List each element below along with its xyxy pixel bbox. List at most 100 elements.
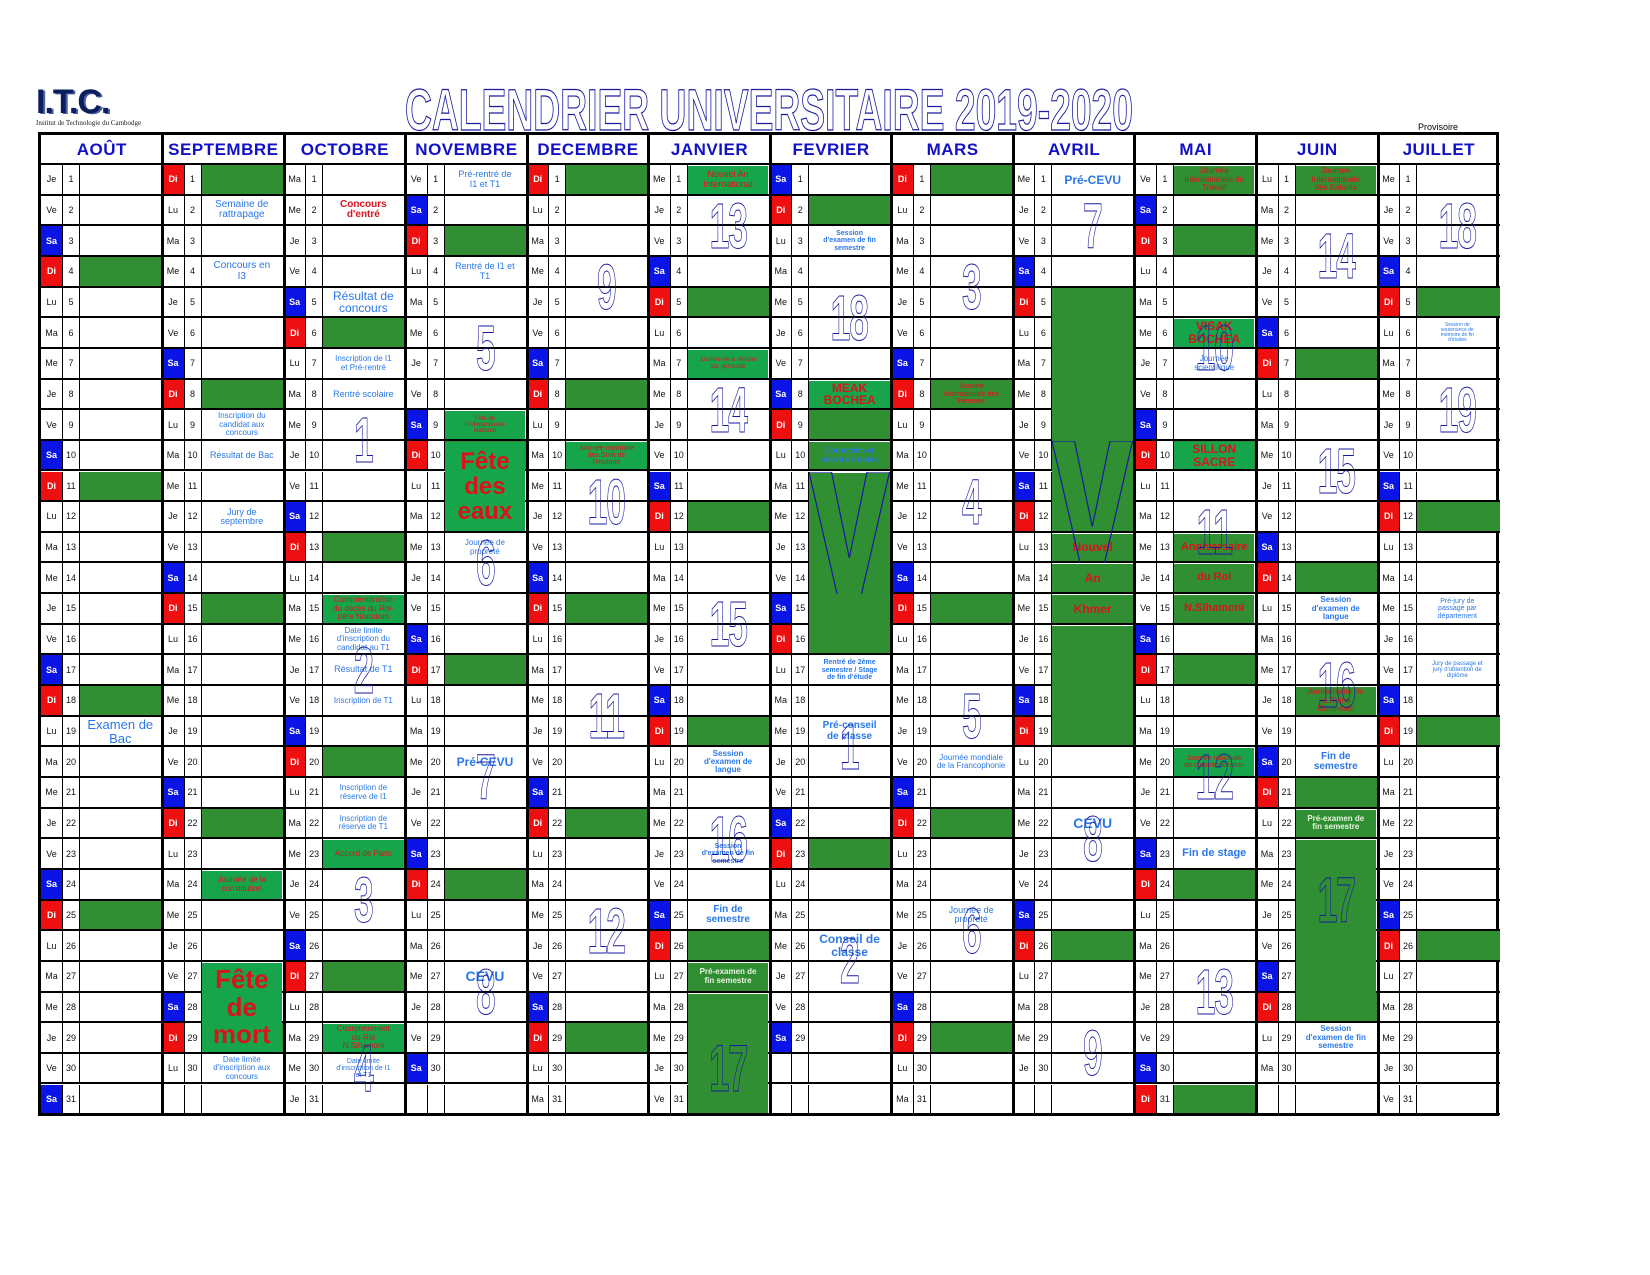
calendar-event: Résultat de concours bbox=[323, 289, 404, 317]
day-number: 6 bbox=[549, 318, 567, 347]
day-row: Ve 24 bbox=[1013, 869, 1135, 901]
day-event-cell bbox=[1174, 257, 1257, 286]
day-event-cell bbox=[444, 869, 528, 899]
weekday-abbr: Me bbox=[649, 594, 671, 623]
month-divider bbox=[1255, 135, 1258, 1113]
weekday-abbr: Ve bbox=[892, 961, 914, 991]
day-row: Me 9 bbox=[284, 410, 406, 441]
day-number: 25 bbox=[63, 900, 80, 930]
day-number: 27 bbox=[914, 961, 931, 991]
day-event-cell bbox=[930, 808, 1014, 838]
event-text: de bbox=[226, 991, 257, 1022]
day-row: Di 22 bbox=[162, 808, 285, 840]
weekday-abbr: Di bbox=[1134, 440, 1157, 470]
day-event-cell bbox=[1296, 380, 1379, 409]
day-number: 18 bbox=[1279, 686, 1296, 715]
weekday-abbr: Sa bbox=[284, 716, 307, 746]
weekday-abbr: Ma bbox=[770, 256, 793, 286]
day-number: 20 bbox=[306, 747, 324, 776]
day-row: Ma 1 bbox=[284, 165, 406, 196]
day-event-cell bbox=[201, 808, 285, 838]
day-number: 2 bbox=[914, 195, 931, 225]
day-row: Ve 30 bbox=[41, 1053, 163, 1085]
day-number: 28 bbox=[428, 992, 445, 1022]
day-row: Je 24 bbox=[284, 869, 406, 901]
day-event-cell bbox=[323, 257, 406, 286]
day-number: 25 bbox=[1035, 900, 1053, 930]
weekday-abbr: Ma bbox=[892, 655, 914, 685]
weekday-abbr: Ve bbox=[1378, 440, 1401, 470]
weekday-abbr: Me bbox=[163, 471, 185, 501]
day-number: 25 bbox=[428, 900, 445, 930]
day-number: 26 bbox=[1035, 931, 1053, 960]
day-event-cell bbox=[323, 226, 406, 255]
weekday-abbr: Di bbox=[405, 655, 428, 685]
day-row: Ve 4 bbox=[284, 256, 406, 288]
day-row: Ma 24 bbox=[527, 869, 649, 901]
day-row: Ve 1 bbox=[405, 165, 528, 196]
weekday-abbr: Me bbox=[527, 471, 550, 501]
day-event-cell bbox=[1173, 869, 1257, 899]
day-row: Sa 30 bbox=[405, 1053, 528, 1085]
day-number: 14 bbox=[306, 563, 324, 593]
day-event-cell bbox=[566, 655, 649, 684]
day-number: 23 bbox=[1400, 839, 1418, 868]
day-number: 28 bbox=[1279, 992, 1296, 1022]
day-event-cell bbox=[566, 625, 649, 654]
weekday-abbr: Ve bbox=[1013, 869, 1036, 899]
day-row: Ve 25 bbox=[284, 900, 406, 932]
day-row: Lu 23 bbox=[891, 839, 1014, 870]
day-event-cell bbox=[1417, 1085, 1500, 1114]
day-number: 13 bbox=[185, 532, 202, 562]
weekday-abbr: Ve bbox=[1378, 869, 1401, 899]
weekday-abbr: Di bbox=[1134, 869, 1157, 899]
day-row: Lu 2 bbox=[162, 195, 285, 227]
event-text: Pré-conseil bbox=[822, 720, 877, 731]
day-event-cell bbox=[931, 962, 1014, 991]
weekday-abbr: Ma bbox=[284, 379, 307, 409]
weekday-abbr: Sa bbox=[770, 1023, 793, 1052]
weekday-abbr: Ve bbox=[1378, 1084, 1401, 1114]
day-event-cell bbox=[1417, 533, 1500, 562]
calendar-event: Pré-conseil de classe bbox=[809, 718, 890, 746]
holiday-block bbox=[1295, 779, 1377, 807]
day-row: Je 12 bbox=[162, 502, 285, 533]
weekday-abbr: Me bbox=[284, 410, 307, 439]
day-row: Me 25 bbox=[527, 900, 649, 932]
day-number: 17 bbox=[914, 655, 931, 685]
holiday-block bbox=[1295, 840, 1377, 1022]
weekday-abbr: Di bbox=[1013, 931, 1036, 960]
day-row: Ve 21 bbox=[770, 778, 892, 809]
day-row: Me 22 bbox=[648, 808, 771, 840]
weekday-abbr: Me bbox=[1378, 165, 1401, 194]
day-number: 9 bbox=[914, 410, 931, 439]
weekday-abbr: Ve bbox=[770, 348, 793, 378]
day-row: Je 23 bbox=[1378, 839, 1500, 870]
weekday-abbr: Ma bbox=[41, 747, 63, 776]
weekday-abbr: Ve bbox=[649, 655, 671, 685]
day-row: Me 19 bbox=[770, 716, 892, 748]
day-number: 24 bbox=[63, 869, 80, 899]
day-number: 18 bbox=[792, 686, 810, 715]
weekday-abbr: Di bbox=[162, 594, 185, 623]
day-event-cell bbox=[1417, 502, 1500, 531]
day-row: Ve 17 bbox=[648, 655, 771, 687]
calendar-event: Jury de septembre bbox=[202, 503, 283, 531]
day-row: Di 5 bbox=[648, 287, 771, 319]
day-number: 1 bbox=[1279, 165, 1296, 194]
weekday-abbr: Ma bbox=[527, 440, 550, 470]
weekday-abbr: Ma bbox=[770, 686, 793, 715]
day-row: Ma 4 bbox=[770, 256, 892, 288]
weekday-abbr: Ve bbox=[527, 961, 550, 991]
calendar-event: Session d'examen de fin semestre bbox=[688, 840, 769, 868]
event-text: d'inscription aux bbox=[213, 1063, 271, 1073]
day-number: 17 bbox=[1157, 655, 1174, 685]
weekday-abbr: Ve bbox=[649, 440, 671, 470]
day-number: 29 bbox=[1157, 1023, 1174, 1052]
weekday-abbr: Ma bbox=[163, 869, 185, 899]
day-event-cell bbox=[445, 594, 528, 623]
weekday-abbr: Sa bbox=[1134, 839, 1157, 868]
day-event-cell bbox=[202, 655, 285, 684]
event-text: réserve de T1 bbox=[338, 822, 388, 832]
day-event-cell bbox=[202, 288, 285, 317]
